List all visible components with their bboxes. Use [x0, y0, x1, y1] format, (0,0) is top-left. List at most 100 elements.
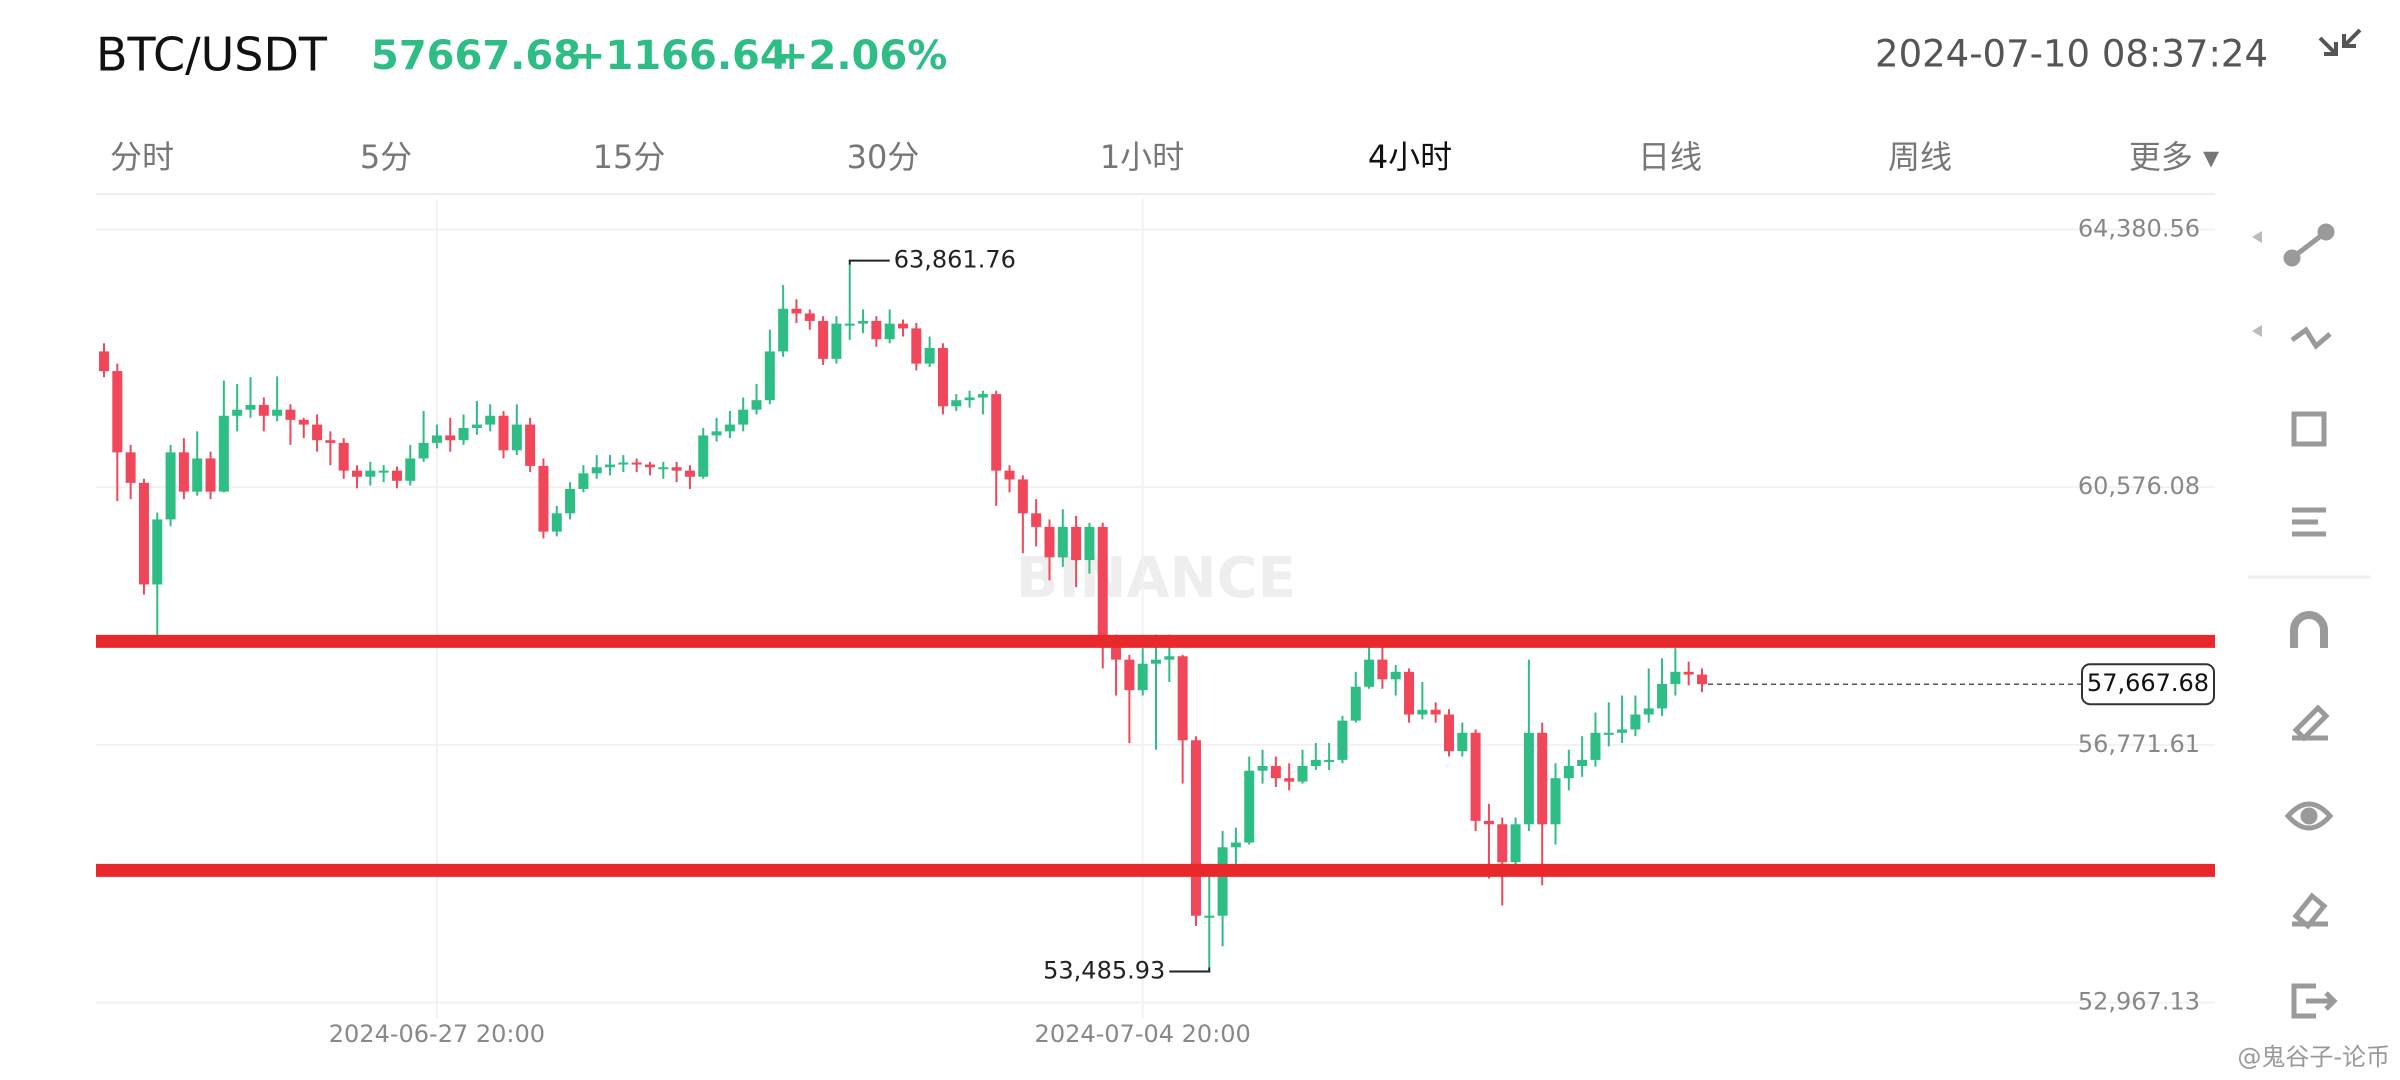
magnet-tool[interactable]	[2290, 611, 2328, 648]
last-price-label: 57,667.68	[2087, 669, 2209, 697]
high-label: 63,861.76	[894, 246, 1016, 274]
change-pct: +2.06%	[775, 33, 947, 79]
candle-body	[1031, 513, 1042, 527]
candle-body	[258, 404, 269, 416]
candle-body	[112, 371, 123, 453]
tab[interactable]: 4小时	[1368, 138, 1452, 176]
candle-body	[644, 464, 655, 468]
candle-body	[352, 470, 363, 477]
candle-body	[152, 519, 163, 585]
pattern-tool[interactable]	[2290, 326, 2332, 350]
tab[interactable]: 更多 ▾	[2129, 138, 2219, 176]
candle-body	[1230, 842, 1241, 848]
candle-body	[1310, 759, 1321, 766]
candle-body	[1430, 709, 1441, 715]
y-tick-label: 56,771.61	[2078, 730, 2200, 758]
candle-body	[658, 467, 669, 470]
candle-body	[924, 348, 935, 364]
toolbar	[2248, 223, 2370, 1019]
tab[interactable]: 日线	[1638, 138, 1702, 176]
candle-body	[1190, 740, 1201, 916]
candle-body	[1657, 684, 1668, 709]
candle-body	[804, 313, 815, 321]
candle-body	[751, 400, 762, 410]
candle-body	[458, 427, 469, 441]
candle-body	[418, 442, 429, 459]
credit: @鬼谷子-论币	[2237, 1043, 2390, 1071]
candle-body	[525, 424, 536, 466]
candle-body	[1617, 729, 1628, 733]
candle-body	[1603, 732, 1614, 735]
candle-body	[1470, 732, 1481, 821]
tab[interactable]: 30分	[847, 138, 920, 176]
tab[interactable]: 分时	[110, 138, 174, 176]
candle-body	[1670, 671, 1681, 685]
candle-body	[1457, 732, 1468, 752]
candle-body	[445, 435, 456, 441]
candle-body	[1111, 641, 1122, 660]
candle-body	[911, 328, 922, 364]
candle-body	[378, 470, 389, 473]
candle-body	[218, 415, 229, 492]
candle-body	[405, 458, 416, 481]
candle-body	[1523, 732, 1534, 825]
candle-body	[1577, 759, 1588, 766]
low-label: 53,485.93	[1043, 956, 1165, 984]
candle-body	[1324, 759, 1335, 762]
candle-body	[165, 452, 176, 520]
candle-body	[591, 467, 602, 474]
candle-body	[724, 424, 735, 432]
candle-body	[884, 323, 895, 340]
candle-body	[138, 482, 149, 585]
fib-tool[interactable]	[2292, 507, 2326, 537]
tab[interactable]: 周线	[1888, 138, 1952, 176]
candle-body	[391, 470, 402, 481]
y-tick-label: 52,967.13	[2078, 988, 2200, 1016]
erase-tool[interactable]	[2292, 892, 2328, 930]
candle-body	[1630, 714, 1641, 730]
candle-body	[1510, 824, 1521, 863]
candle-body	[977, 394, 988, 398]
exit-tool[interactable]	[2291, 983, 2338, 1019]
collapse-icon[interactable]	[2318, 28, 2362, 56]
candle-body	[1244, 770, 1255, 843]
candle-body	[538, 465, 549, 532]
candle-body	[1337, 720, 1348, 760]
tab[interactable]: 1小时	[1100, 138, 1184, 176]
shape-tool[interactable]	[2291, 411, 2327, 447]
draw-tool[interactable]	[2292, 704, 2330, 742]
candle-body	[618, 462, 629, 465]
candle-body	[738, 409, 749, 425]
candle-body	[937, 348, 948, 407]
symbol: BTC/USDT	[96, 28, 328, 82]
candle-body	[1350, 686, 1361, 721]
candle-body	[298, 419, 309, 425]
tab[interactable]: 15分	[593, 138, 666, 176]
candle-body	[778, 308, 789, 352]
price: 57667.68	[371, 33, 581, 79]
candle-body	[1084, 526, 1095, 561]
candle-body	[431, 435, 442, 443]
tab[interactable]: 5分	[360, 138, 412, 176]
candle-body	[1204, 915, 1215, 918]
candle-body	[964, 397, 975, 401]
candle-body	[1177, 656, 1188, 741]
candle-body	[205, 458, 216, 492]
candle-body	[511, 424, 522, 451]
candle-body	[192, 458, 203, 492]
candle-body	[578, 473, 589, 489]
candle-body	[245, 404, 256, 410]
candle-body	[1390, 671, 1401, 680]
visibility-tool[interactable]	[2284, 801, 2334, 831]
candle-body	[325, 440, 336, 443]
x-tick-label: 2024-07-04 20:00	[1035, 1020, 1251, 1048]
candle-body	[791, 308, 802, 314]
candle-body	[272, 409, 283, 416]
candle-body	[99, 351, 109, 372]
candle-body	[1497, 824, 1508, 863]
low-pointer	[1169, 967, 1211, 973]
candle-body	[551, 513, 562, 532]
candle-body	[1057, 526, 1068, 558]
